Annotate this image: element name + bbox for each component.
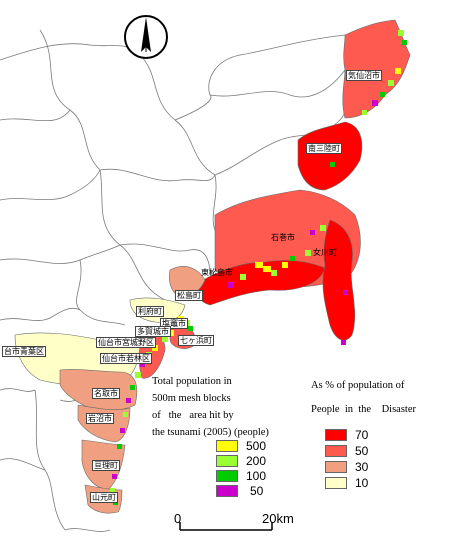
place-ishinomaki: 石巻市 [271,233,295,242]
place-tagajo: 多賀城市 [135,326,171,337]
legend-population: Total population in 500m mesh blocks of … [152,373,302,503]
place-natori: 名取市 [92,388,120,399]
legend-population-line-2: 500m mesh blocks [152,393,231,404]
mesh-block [271,270,277,276]
mesh-block [162,336,168,342]
legend-percent-line-2: People in the Disaster [311,404,416,415]
legend-percent: As % of population of People in the Disa… [311,377,461,502]
place-miyagino: 仙台市宮城野区 [96,337,156,348]
legend-swatch-70 [325,429,347,441]
scale-bar-start-label: 0 [174,511,182,526]
mesh-block [228,282,234,288]
mesh-block [135,372,141,378]
mesh-block [152,345,158,351]
minamisanriku-area [297,121,363,191]
place-shiogama: 塩竈市 [160,318,188,329]
mesh-block [188,326,193,331]
legend-swatch-30 [325,461,347,473]
mesh-block [263,266,271,272]
legend-label-30: 30 [355,460,369,474]
legend-swatch-50pct [325,445,347,457]
mesh-block [388,80,394,86]
mesh-block [341,340,346,345]
place-yamamoto: 山元町 [90,492,118,503]
place-onagawa: 女川町 [313,248,337,257]
legend-percent-line-1: As % of population of [311,380,405,391]
mesh-block [126,398,131,403]
mesh-block [362,110,367,115]
mesh-block [398,30,404,36]
mesh-block [395,68,401,74]
place-watari: 亘理町 [92,460,120,471]
mesh-block [255,262,263,268]
mesh-block [240,274,246,280]
place-matsushima: 松島町 [175,290,203,301]
mesh-block [110,488,115,493]
place-minamisanriku: 南三陸町 [306,143,342,154]
mesh-block [330,162,335,167]
place-kesennuma: 気仙沼市 [346,70,382,81]
mesh-block [123,412,128,417]
legend-population-line-1: Total population in [152,376,232,387]
legend-label-200: 200 [246,454,267,468]
legend-swatch-500 [216,440,238,452]
north-compass [124,15,168,59]
onagawa-oshika-area [322,219,356,341]
mesh-block [380,92,385,97]
mesh-block [290,256,295,261]
mesh-block [343,290,348,295]
legend-percent-items: 70 50 30 10 [325,429,395,495]
legend-swatch-50 [216,485,238,497]
legend-label-50pct: 50 [355,444,369,458]
place-higashimatsushima: 東松島市 [201,268,233,277]
mesh-block [168,330,174,336]
mesh-block [305,250,311,256]
scale-bar-end-label: 20km [262,511,294,526]
legend-swatch-10 [325,477,347,489]
legend-label-70: 70 [355,428,369,442]
scale-bar [179,522,273,531]
mesh-block [112,474,117,479]
mesh-block [282,262,288,268]
legend-population-line-4: the tsunami (2005) (people) [152,427,269,438]
mesh-block [402,40,407,45]
legend-population-line-3: of the area hit by [152,410,234,421]
place-sendai-aoba: 台市青葉区 [2,346,46,357]
municipal-boundaries [0,29,347,532]
mesh-block [130,385,135,390]
legend-swatch-100 [216,470,238,482]
mesh-block [310,230,315,235]
coastal-70pct-area [194,260,326,306]
legend-label-100: 100 [246,469,267,483]
mesh-block [372,100,378,106]
legend-population-items: 500 200 100 50 [216,440,296,502]
legend-label-10: 10 [355,476,369,490]
place-rifu: 利府町 [136,306,164,317]
legend-swatch-200 [216,455,238,467]
place-iwanuma: 岩沼市 [86,413,114,424]
legend-label-50: 50 [250,484,264,498]
mesh-block [140,362,145,367]
mesh-block [120,428,125,433]
mesh-block [117,444,122,449]
place-shichigahama: 七ヶ浜町 [178,335,214,346]
place-wakabayashi: 仙台市若林区 [100,353,152,364]
legend-label-500: 500 [246,439,267,453]
mesh-block [320,225,326,231]
